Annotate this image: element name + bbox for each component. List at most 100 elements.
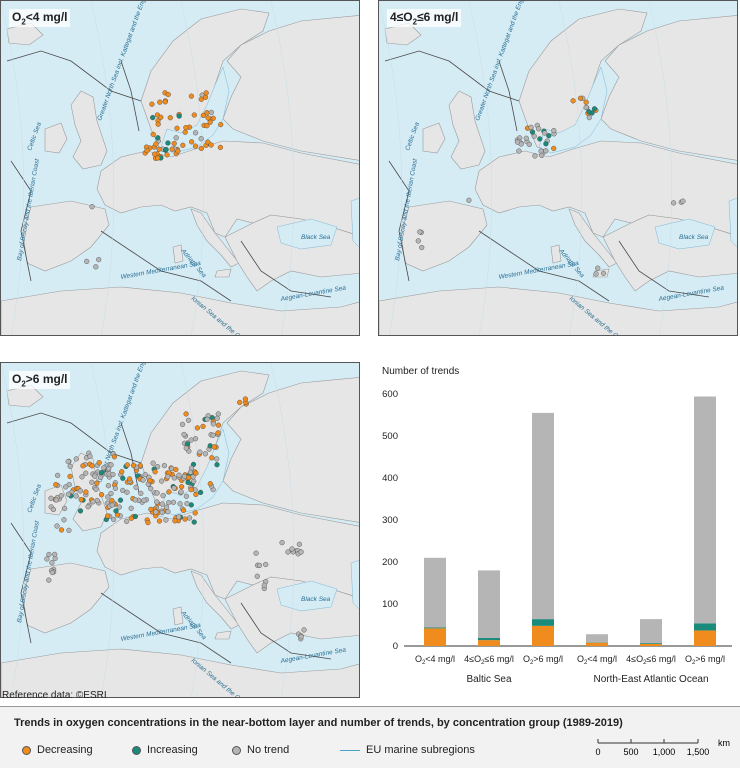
x-tick-label: O2>6 mg/l — [685, 654, 725, 666]
station-no-trend-dot — [123, 518, 130, 525]
station-no-trend-dot — [106, 465, 112, 472]
bar-segment-increasing — [424, 627, 446, 629]
station-decreasing-dot — [98, 492, 105, 498]
graticule-line — [648, 1, 673, 335]
station-no-trend-dot — [176, 472, 182, 478]
bar-segment-increasing — [532, 619, 554, 626]
station-decreasing-dot — [162, 99, 168, 105]
station-decreasing-dot — [208, 142, 214, 148]
station-no-trend-dot — [523, 135, 529, 141]
station-decreasing-dot — [192, 143, 199, 149]
station-no-trend-dot — [116, 504, 122, 510]
no-trend-dot-icon — [232, 745, 241, 755]
bar-segment-increasing — [478, 638, 500, 641]
land-area — [172, 606, 184, 626]
station-no-trend-dot — [73, 456, 79, 462]
graticule-line — [270, 1, 295, 335]
station-no-trend-dot — [132, 497, 138, 503]
station-no-trend-dot — [198, 136, 204, 142]
map-panel-low-oxygen: Celtic SeaGreater North Sea incl. Katteg… — [0, 0, 360, 336]
station-increasing-dot — [529, 129, 536, 135]
land-area — [568, 208, 618, 268]
station-no-trend-dot — [419, 244, 425, 251]
station-no-trend-dot — [536, 126, 542, 132]
subregion-line-icon — [340, 749, 360, 751]
station-decreasing-dot — [155, 121, 161, 127]
increasing-dot-icon — [132, 745, 141, 755]
station-decreasing-dot — [198, 96, 204, 102]
station-no-trend-dot — [583, 104, 589, 111]
station-decreasing-dot — [577, 95, 584, 101]
legend-item-decreasing: Decreasing — [22, 744, 93, 756]
station-no-trend-dot — [105, 483, 112, 489]
station-no-trend-dot — [54, 523, 60, 529]
bar-segment-increasing — [694, 623, 716, 631]
graticule-line — [90, 363, 115, 697]
station-increasing-dot — [155, 135, 161, 141]
station-no-trend-dot — [183, 493, 190, 499]
station-decreasing-dot — [155, 155, 161, 161]
station-increasing-dot — [176, 113, 182, 119]
station-decreasing-dot — [152, 151, 158, 157]
station-decreasing-dot — [153, 141, 159, 147]
station-no-trend-dot — [141, 497, 147, 503]
y-tick-label: 600 — [382, 389, 398, 400]
inland-sea — [538, 66, 608, 154]
station-no-trend-dot — [298, 634, 304, 640]
station-decreasing-dot — [183, 411, 189, 417]
y-tick-label: 0 — [393, 641, 398, 652]
land-area — [222, 377, 359, 523]
graticule-line — [379, 1, 403, 335]
station-no-trend-dot — [166, 500, 172, 506]
station-no-trend-dot — [526, 141, 532, 148]
station-no-trend-dot — [178, 489, 184, 495]
station-no-trend-dot — [44, 556, 50, 562]
station-no-trend-dot — [539, 152, 545, 159]
station-no-trend-dot — [671, 200, 677, 206]
station-no-trend-dot — [153, 509, 159, 515]
bar-segment-decreasing — [478, 640, 500, 646]
station-no-trend-dot — [138, 490, 144, 496]
graticule-line — [90, 1, 115, 335]
station-no-trend-dot — [197, 449, 203, 455]
station-decreasing-dot — [175, 148, 181, 154]
station-increasing-dot — [191, 519, 197, 525]
station-no-trend-dot — [120, 487, 126, 494]
station-decreasing-dot — [180, 142, 186, 148]
station-decreasing-dot — [237, 399, 243, 406]
scale-tick: 1,500 — [687, 747, 710, 757]
bar-segment-no-trend — [478, 570, 500, 639]
land-area — [190, 570, 240, 630]
station-no-trend-dot — [185, 417, 192, 423]
station-no-trend-dot — [50, 506, 57, 513]
station-no-trend-dot — [54, 472, 61, 479]
decreasing-dot-icon — [22, 745, 31, 755]
station-no-trend-dot — [163, 517, 169, 523]
station-no-trend-dot — [600, 270, 607, 276]
station-no-trend-dot — [680, 198, 686, 204]
station-decreasing-dot — [147, 478, 153, 484]
station-no-trend-dot — [179, 421, 186, 428]
station-decreasing-dot — [150, 131, 156, 138]
station-decreasing-dot — [67, 473, 73, 480]
station-no-trend-dot — [61, 517, 67, 523]
station-no-trend-dot — [108, 490, 114, 497]
station-decreasing-dot — [104, 513, 111, 519]
subregion-boundary — [240, 602, 332, 660]
station-no-trend-dot — [202, 451, 209, 457]
station-increasing-dot — [163, 146, 169, 153]
station-decreasing-dot — [171, 140, 177, 147]
station-no-trend-dot — [92, 473, 98, 479]
scale-tick: 1,000 — [653, 747, 676, 757]
station-decreasing-dot — [583, 99, 589, 105]
station-no-trend-dot — [128, 505, 134, 511]
land-area — [22, 200, 110, 272]
legend-label: Decreasing — [37, 744, 93, 756]
station-increasing-dot — [188, 502, 194, 508]
station-no-trend-dot — [108, 462, 114, 468]
station-no-trend-dot — [261, 582, 267, 588]
station-decreasing-dot — [157, 99, 163, 105]
station-no-trend-dot — [595, 265, 601, 271]
station-decreasing-dot — [166, 489, 172, 495]
station-no-trend-dot — [159, 501, 165, 507]
